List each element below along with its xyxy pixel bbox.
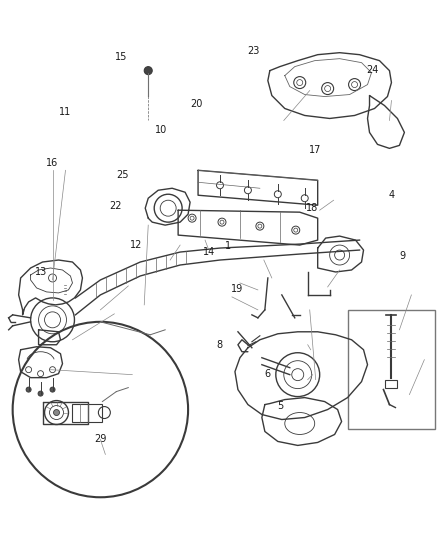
Text: 23: 23 [247,46,259,56]
Circle shape [144,67,152,75]
Text: 10: 10 [155,125,167,135]
Text: 20: 20 [190,99,202,109]
Bar [385,379,397,387]
Text: 29: 29 [94,434,106,444]
Text: 4: 4 [389,190,395,200]
Text: 6: 6 [265,369,271,379]
Text: 19: 19 [231,284,244,294]
Text: 18: 18 [306,203,318,213]
Circle shape [50,387,55,392]
Text: 22: 22 [109,201,121,211]
Text: 5: 5 [277,401,283,411]
Text: 13: 13 [35,267,47,277]
Text: 8: 8 [217,340,223,350]
Text: 17: 17 [309,144,321,155]
Circle shape [53,409,60,416]
Text: 12: 12 [130,240,142,251]
Circle shape [26,387,31,392]
Circle shape [38,391,43,396]
Text: 25: 25 [116,169,128,180]
Text: 16: 16 [46,158,58,168]
Text: 11: 11 [59,108,71,117]
Bar [348,310,435,430]
Text: 24: 24 [367,65,379,75]
Text: 15: 15 [115,52,127,62]
Text: 9: 9 [399,251,406,261]
Text: 14: 14 [203,247,215,256]
Bar [72,403,102,422]
Text: 1: 1 [225,241,231,252]
